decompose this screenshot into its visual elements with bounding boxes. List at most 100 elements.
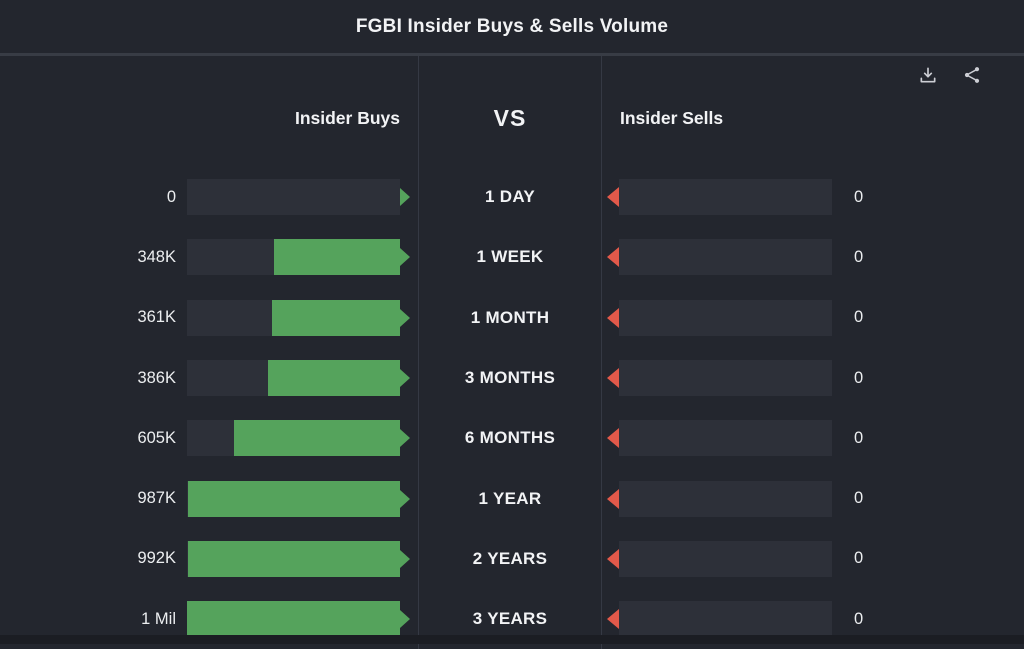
- sells-value-label: 0: [854, 489, 864, 508]
- buys-arrow-icon: [400, 308, 410, 327]
- buys-row: 1 Mil: [0, 589, 418, 649]
- sells-arrow-icon: [607, 609, 619, 630]
- period-row: 1 YEAR: [419, 468, 601, 528]
- sells-bar-track: [619, 299, 832, 336]
- chart-content: Insider Buys 0 348K 361K 386K 605K 987K 992K 1 …: [0, 56, 1024, 649]
- sells-value-label: 0: [854, 308, 864, 327]
- buys-row: 361K: [0, 288, 418, 348]
- buys-value-label: 386K: [137, 368, 176, 387]
- period-label: 3 YEARS: [472, 609, 548, 629]
- sells-bar-track: [619, 480, 832, 517]
- vs-column-header: VS: [419, 56, 601, 167]
- sells-arrow-icon: [607, 548, 619, 569]
- period-label: 1 YEAR: [478, 488, 542, 508]
- title-bar: FGBI Insider Buys & Sells Volume: [0, 0, 1024, 56]
- period-label: 1 WEEK: [476, 247, 544, 267]
- buys-value-label: 1 Mil: [141, 609, 176, 628]
- buys-row: 348K: [0, 227, 418, 287]
- buys-arrow-icon: [400, 549, 410, 568]
- buys-bar-track: [187, 540, 400, 577]
- buys-row: 386K: [0, 348, 418, 408]
- buys-value-label: 992K: [137, 549, 176, 568]
- sells-bar-track: [619, 420, 832, 457]
- buys-bar-track: [187, 239, 400, 276]
- period-row: 1 MONTH: [419, 288, 601, 348]
- sells-arrow-icon: [607, 488, 619, 509]
- buys-arrow-icon: [400, 248, 410, 267]
- period-label: 3 MONTHS: [464, 368, 556, 388]
- sells-bar-track: [619, 179, 832, 216]
- sells-bar-track: [619, 540, 832, 577]
- sells-rows: 0 0 0 0 0 0 0 0: [602, 167, 1024, 649]
- buys-row: 992K: [0, 529, 418, 589]
- buys-bar-track: [187, 299, 400, 336]
- buys-row: 605K: [0, 408, 418, 468]
- sells-value-label: 0: [854, 187, 864, 206]
- period-row: 1 DAY: [419, 167, 601, 227]
- buys-value-label: 605K: [137, 428, 176, 447]
- buys-bar-track: [187, 480, 400, 517]
- sells-arrow-icon: [607, 187, 619, 208]
- sells-row: 0: [602, 167, 1024, 227]
- sells-arrow-icon: [607, 307, 619, 328]
- period-rows: 1 DAY 1 WEEK 1 MONTH 3 MONTHS 6 MONTHS 1 YEAR…: [419, 167, 601, 649]
- period-row: 3 MONTHS: [419, 348, 601, 408]
- sells-value-label: 0: [854, 609, 864, 628]
- buys-bar-fill: [187, 601, 400, 638]
- sells-bar-track: [619, 239, 832, 276]
- buys-row: 987K: [0, 468, 418, 528]
- sells-row: 0: [602, 348, 1024, 408]
- buys-column: Insider Buys 0 348K 361K 386K 605K 987K 992K 1 …: [0, 56, 418, 649]
- sells-arrow-icon: [607, 368, 619, 389]
- buys-arrow-icon: [400, 610, 410, 629]
- chart-toolbar: [918, 65, 982, 85]
- download-icon[interactable]: [918, 65, 938, 85]
- buys-header-label: Insider Buys: [294, 108, 400, 128]
- buys-bar-track: [187, 179, 400, 216]
- buys-value-label: 0: [166, 187, 176, 206]
- sells-arrow-icon: [607, 247, 619, 268]
- sells-column-header: Insider Sells: [602, 56, 1024, 167]
- buys-arrow-icon: [400, 369, 410, 388]
- period-row: 3 YEARS: [419, 589, 601, 649]
- buys-row: 0: [0, 167, 418, 227]
- buys-column-header: Insider Buys: [0, 56, 418, 167]
- sells-value-label: 0: [854, 549, 864, 568]
- bottom-edge-strip: [0, 635, 1024, 644]
- sells-row: 0: [602, 408, 1024, 468]
- period-row: 2 YEARS: [419, 529, 601, 589]
- buys-arrow-icon: [400, 188, 410, 207]
- buys-arrow-icon: [400, 429, 410, 448]
- comparison-grid: Insider Buys 0 348K 361K 386K 605K 987K 992K 1 …: [0, 56, 1024, 649]
- buys-bar-track: [187, 360, 400, 397]
- period-row: 1 WEEK: [419, 227, 601, 287]
- sells-value-label: 0: [854, 368, 864, 387]
- buys-value-label: 361K: [137, 308, 176, 327]
- period-label: 6 MONTHS: [464, 428, 556, 448]
- sells-value-label: 0: [854, 247, 864, 266]
- sells-column: Insider Sells 0 0 0 0 0 0 0 0: [602, 56, 1024, 649]
- sells-value-label: 0: [854, 428, 864, 447]
- buys-value-label: 987K: [137, 489, 176, 508]
- buys-bar-track: [187, 420, 400, 457]
- buys-bar-fill: [234, 420, 400, 457]
- period-label: 2 YEARS: [472, 548, 548, 568]
- buys-bar-fill: [188, 480, 400, 517]
- buys-arrow-icon: [400, 489, 410, 508]
- buys-bar-track: [187, 601, 400, 638]
- sells-row: 0: [602, 227, 1024, 287]
- sells-row: 0: [602, 529, 1024, 589]
- sells-row: 0: [602, 288, 1024, 348]
- buys-rows: 0 348K 361K 386K 605K 987K 992K 1 Mil: [0, 167, 418, 649]
- buys-bar-fill: [267, 360, 400, 397]
- buys-bar-fill: [272, 299, 400, 336]
- share-icon[interactable]: [962, 65, 982, 85]
- period-column: VS 1 DAY 1 WEEK 1 MONTH 3 MONTHS 6 MONTHS 1 Y…: [418, 56, 602, 649]
- page-title: FGBI Insider Buys & Sells Volume: [355, 15, 669, 37]
- period-label: 1 DAY: [484, 187, 535, 207]
- period-row: 6 MONTHS: [419, 408, 601, 468]
- sells-row: 0: [602, 468, 1024, 528]
- sells-header-label: Insider Sells: [620, 108, 724, 128]
- sells-bar-track: [619, 601, 832, 638]
